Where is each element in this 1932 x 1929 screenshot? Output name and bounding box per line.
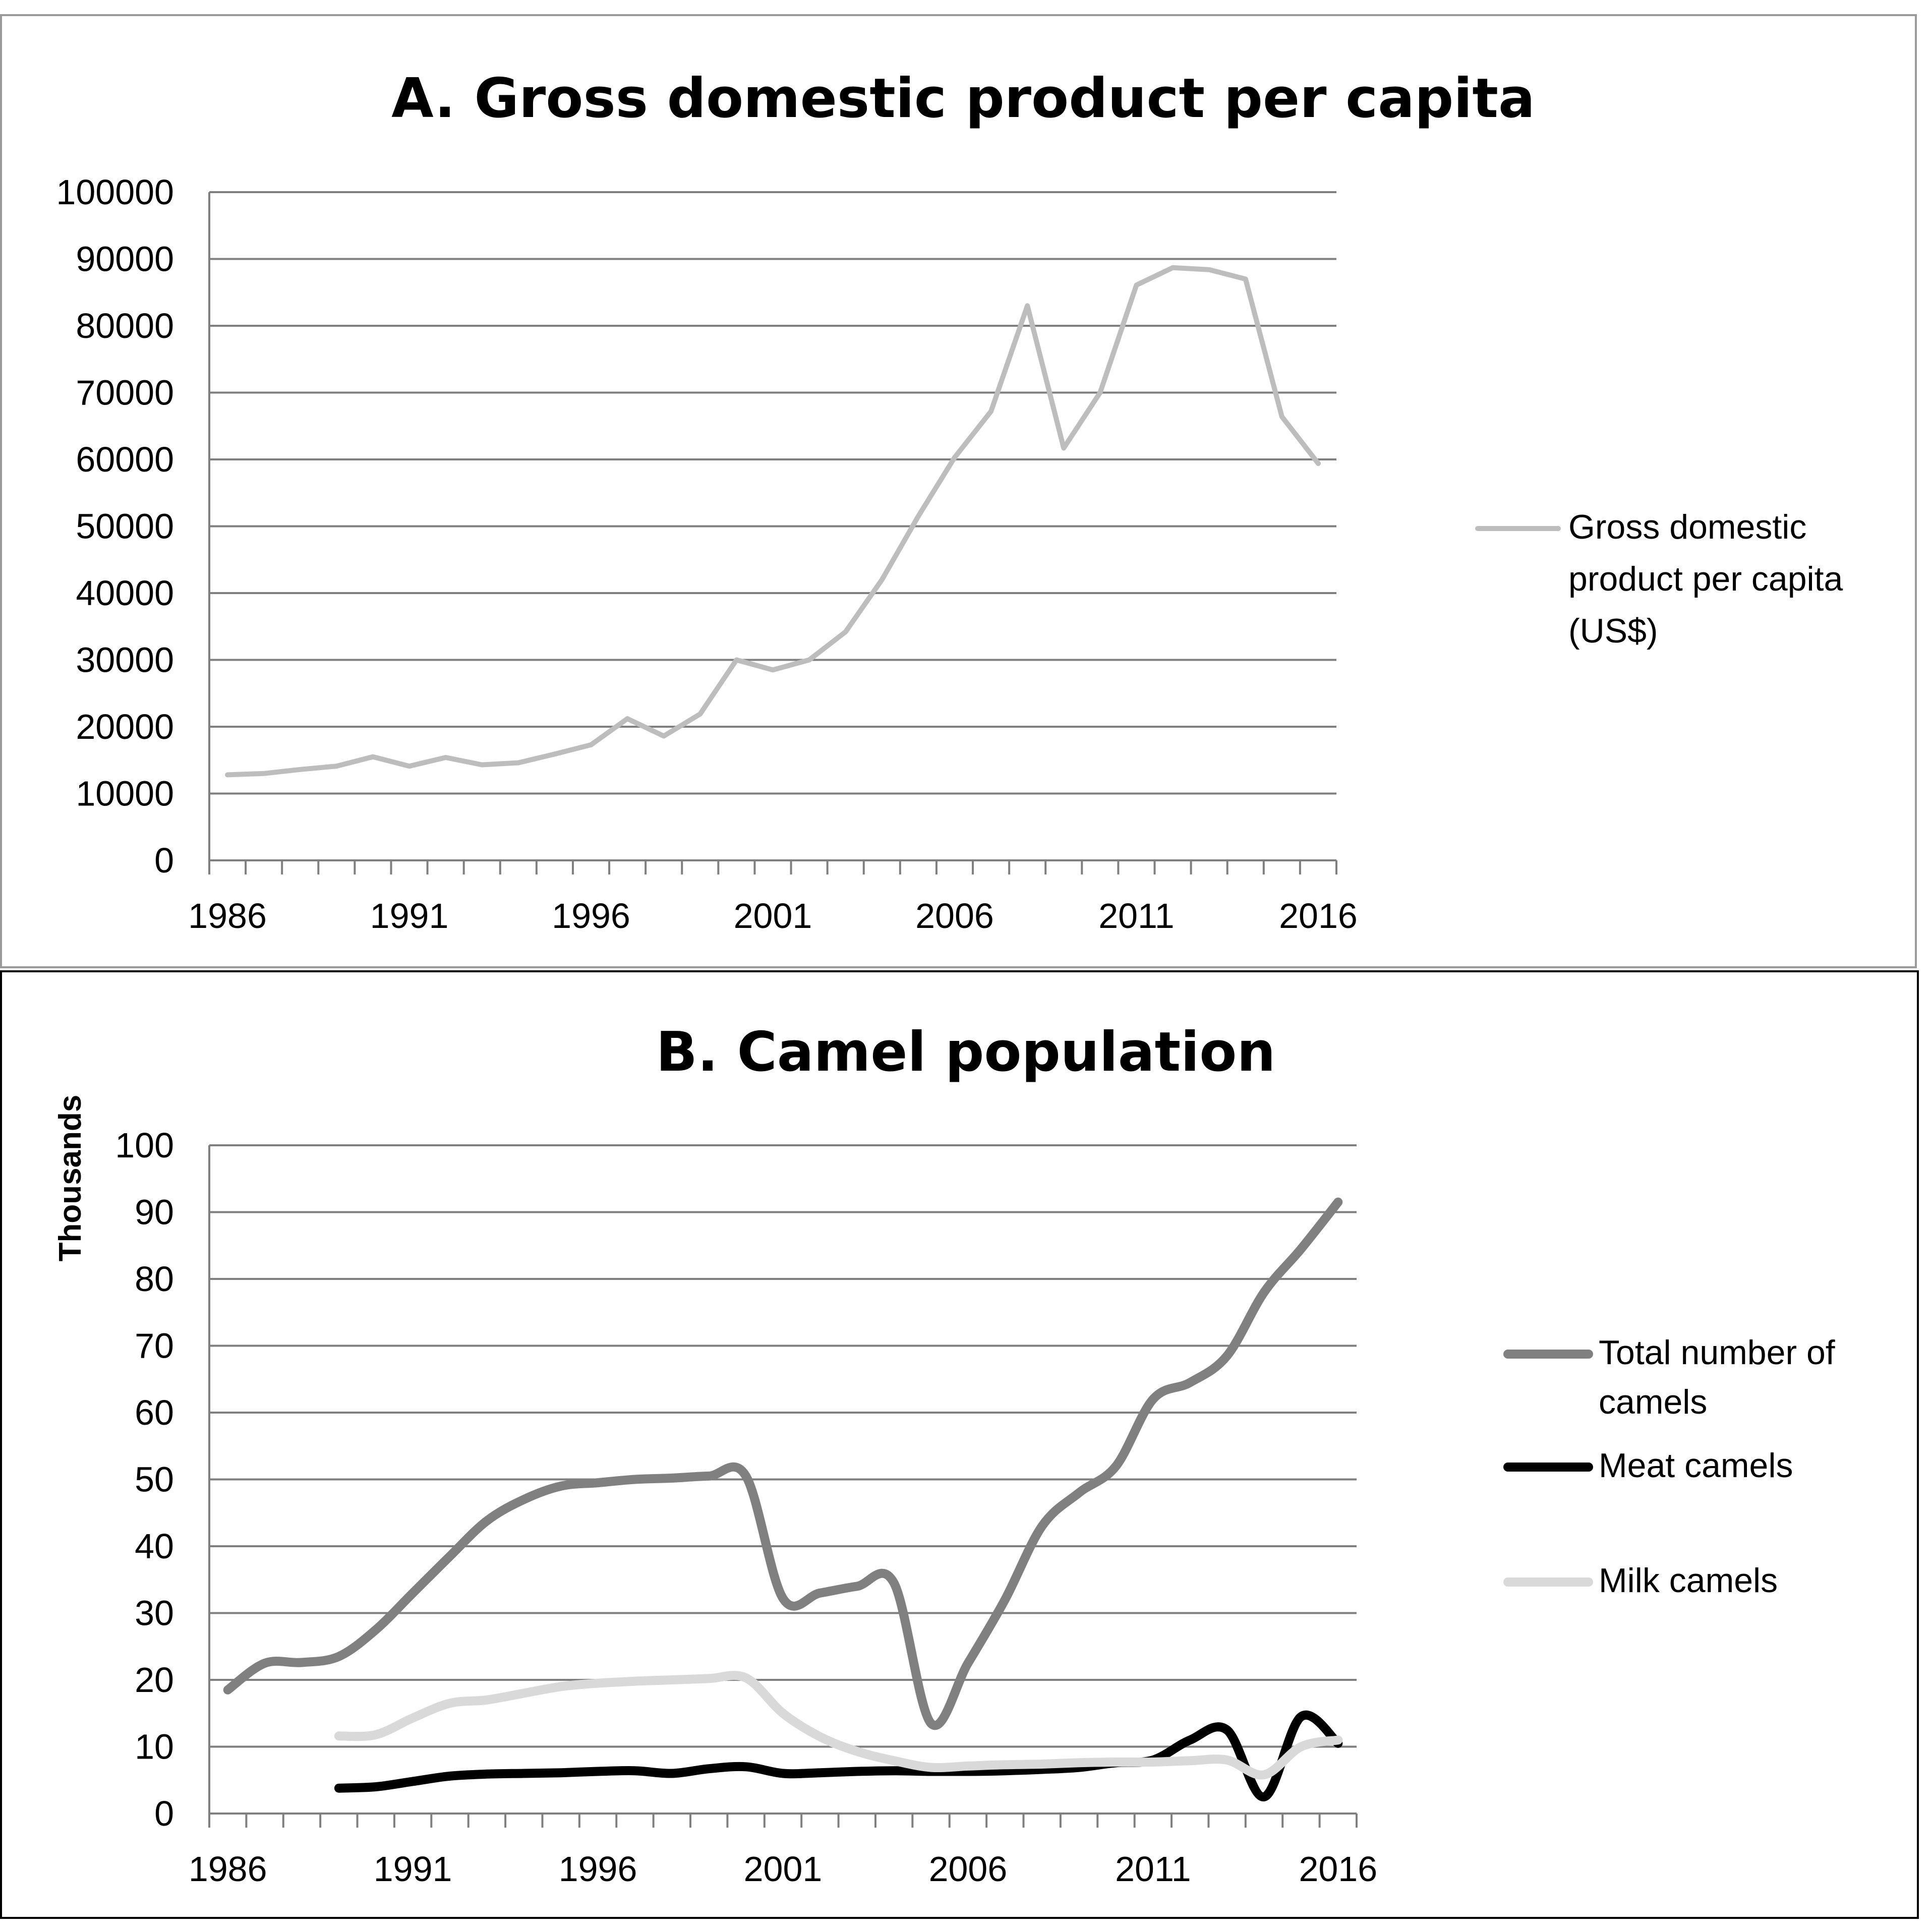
camel-y-tick-label: 10 — [135, 1727, 174, 1767]
gdp-series-lines — [225, 265, 1321, 778]
camel-x-tick-label: 2001 — [744, 1849, 823, 1889]
camel-chart-panel — [0, 970, 1919, 1919]
legend-label-total-number-of-camels: Total number of — [1599, 1333, 1835, 1372]
legend-label-total-number-of-camels: camels — [1599, 1383, 1707, 1421]
camel-y-tick-label: 40 — [135, 1527, 174, 1566]
legend-item-meat-camels: Meat camels — [1503, 1446, 1793, 1485]
camel-x-tick-label: 2016 — [1299, 1849, 1377, 1889]
gdp-x-tick-label: 2016 — [1279, 896, 1358, 936]
camel-y-tick-label: 20 — [135, 1660, 174, 1700]
gdp-chart-panel — [0, 14, 1917, 968]
legend-label-meat-camels: Meat camels — [1599, 1446, 1793, 1485]
camel-chart-title: B. Camel population — [656, 1021, 1276, 1084]
gdp-y-tick-label: 60000 — [76, 440, 174, 479]
gdp-y-tick-label: 80000 — [76, 306, 174, 345]
camel-series-lines — [223, 1197, 1343, 1801]
gdp-y-tick-label: 100000 — [56, 172, 174, 212]
camel-y-tick-label: 50 — [135, 1460, 174, 1499]
legend-label-gross-domestic-product-per-capita-us: Gross domestic — [1568, 508, 1806, 546]
gdp-y-tick-label: 10000 — [76, 774, 174, 813]
gdp-y-tick-label: 90000 — [76, 240, 174, 279]
gdp-y-tick-label: 0 — [154, 841, 174, 880]
camel-y-tick-label: 60 — [135, 1393, 174, 1432]
gdp-x-tick-label: 1996 — [552, 896, 630, 936]
camel-y-tick-label: 70 — [135, 1326, 174, 1366]
series-line-meat-camels — [334, 1710, 1343, 1801]
camel-y-tick-label: 100 — [115, 1126, 174, 1165]
camel-y-tick-label: 0 — [154, 1794, 174, 1833]
legend-item-total-number-of-camels: Total number of camels — [1503, 1333, 1835, 1421]
legend-item-milk-camels: Milk camels — [1503, 1561, 1778, 1600]
gdp-chart: A. Gross domestic product per capita 0 10… — [56, 67, 1843, 936]
gdp-y-tick-label: 50000 — [76, 507, 174, 546]
gdp-x-tick-labels: 1986 1991 1996 2001 2006 2011 2016 — [188, 896, 1358, 936]
gdp-chart-title: A. Gross domestic product per capita — [391, 67, 1535, 130]
gdp-grid — [208, 191, 1337, 874]
gdp-x-tick-label: 2011 — [1098, 896, 1175, 936]
legend-item-gross-domestic-product-per-capita-us: Gross domestic product per capita (US$) — [1475, 508, 1843, 650]
camel-x-tick-labels: 1986 1991 1996 2001 2006 2011 2016 — [189, 1849, 1377, 1889]
camel-x-tick-label: 1991 — [374, 1849, 452, 1889]
gdp-y-tick-labels: 0 10000 20000 30000 40000 50000 60000 70000 8000… — [56, 172, 174, 880]
legend-label-gross-domestic-product-per-capita-us: product per capita — [1568, 560, 1843, 598]
camel-legend: Total number of camels Meat camels Milk cam… — [1503, 1333, 1835, 1600]
legend-label-milk-camels: Milk camels — [1599, 1561, 1778, 1600]
camel-y-tick-label: 80 — [135, 1259, 174, 1299]
series-line-milk-camels — [334, 1671, 1343, 1780]
gdp-y-tick-label: 40000 — [76, 573, 174, 613]
camel-x-tick-label: 1986 — [189, 1849, 267, 1889]
camel-grid — [208, 1144, 1358, 1828]
gdp-x-tick-label: 1986 — [188, 896, 267, 936]
series-line-total-number-of-camels — [223, 1197, 1343, 1730]
camel-chart: B. Camel population Thousands 0 10 20 30 40 5… — [53, 1021, 1835, 1889]
gdp-x-tick-label: 2001 — [734, 896, 812, 936]
camel-x-tick-label: 1996 — [559, 1849, 637, 1889]
camel-y-axis-label: Thousands — [53, 1095, 88, 1262]
camel-x-tick-label: 2011 — [1115, 1849, 1191, 1889]
legend-label-gross-domestic-product-per-capita-us: (US$) — [1568, 612, 1658, 650]
camel-x-tick-label: 2006 — [929, 1849, 1008, 1889]
series-line-gross-domestic-product-per-capita-us — [225, 265, 1321, 778]
gdp-x-tick-label: 2006 — [915, 896, 994, 936]
gdp-legend: Gross domestic product per capita (US$) — [1475, 508, 1843, 650]
camel-y-tick-label: 30 — [135, 1594, 174, 1633]
camel-y-tick-labels: 0 10 20 30 40 50 60 70 80 90 100 — [115, 1126, 174, 1833]
gdp-y-tick-label: 70000 — [76, 373, 174, 413]
gdp-y-tick-label: 30000 — [76, 640, 174, 680]
camel-y-tick-label: 90 — [135, 1193, 174, 1232]
gdp-x-tick-label: 1991 — [370, 896, 449, 936]
gdp-y-tick-label: 20000 — [76, 707, 174, 746]
